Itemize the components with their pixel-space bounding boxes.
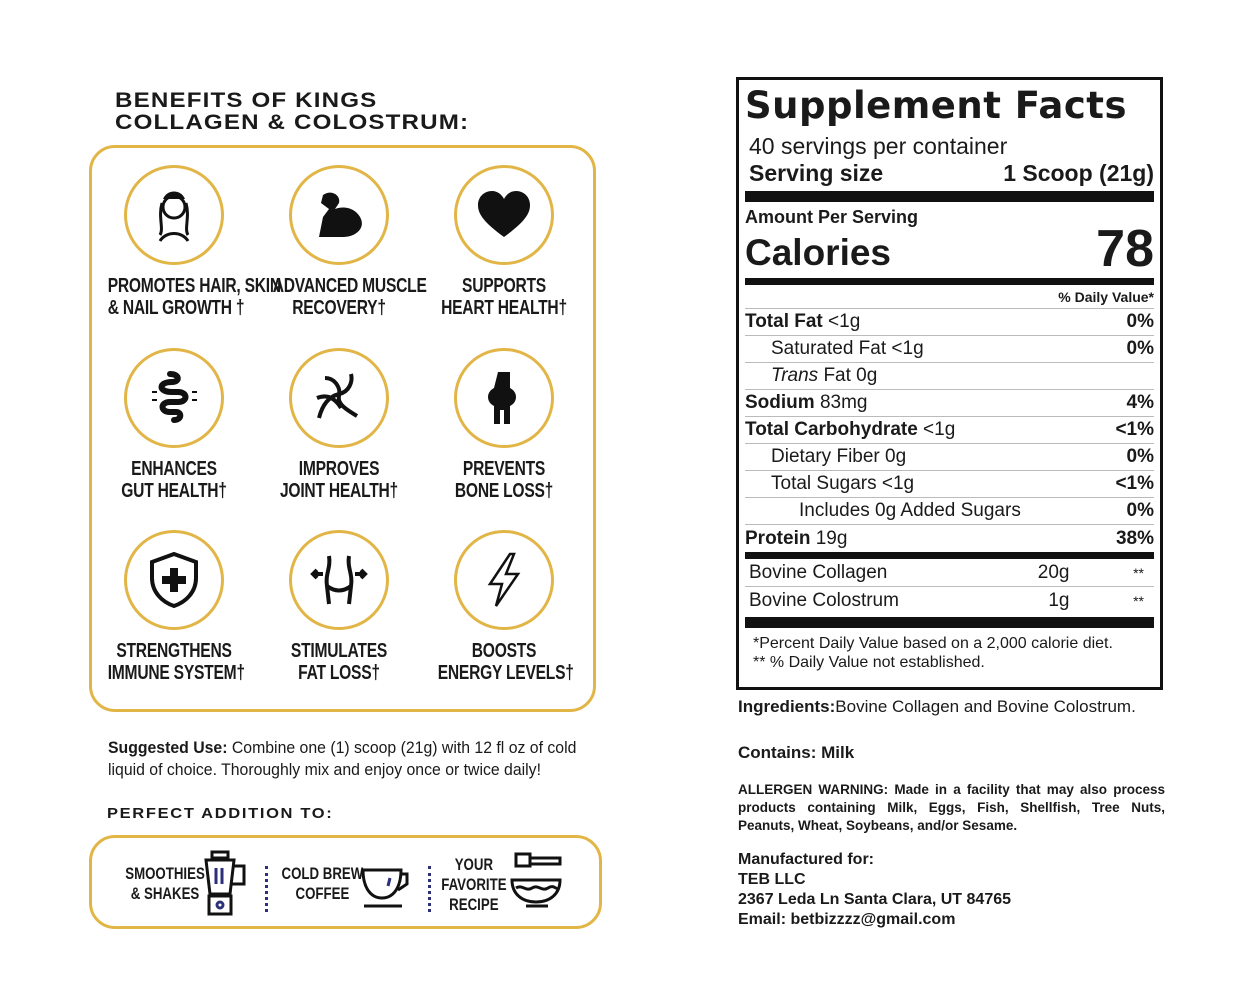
benefit-item: IMPROVES JOINT HEALTH†: [254, 348, 424, 502]
nutrient-row: Total Carbohydrate <1g <1%: [745, 417, 1154, 444]
allergen-warning: ALLERGEN WARNING: Made in a facility tha…: [738, 782, 1165, 833]
benefit-label: PREVENTS BONE LOSS†: [454, 458, 554, 502]
benefit-label: ENHANCES GUT HEALTH†: [121, 458, 227, 502]
supplement-facts-panel: Supplement Facts 40 servings per contain…: [736, 77, 1163, 690]
benefit-item: ADVANCED MUSCLE RECOVERY†: [254, 165, 427, 319]
nutrient-row: Sodium 83mg 4%: [745, 390, 1154, 417]
footnotes: *Percent Daily Value based on a 2,000 ca…: [753, 635, 1113, 671]
coffee-cup-icon: [361, 868, 409, 908]
recipe-label: YOUR FAVORITE RECIPE: [441, 855, 507, 914]
mixing-bowl-icon: [510, 852, 562, 908]
lightning-icon: [454, 530, 554, 630]
perfect-addition-panel: SMOOTHIES & SHAKES COLD BREW COFFEE YOUR FA…: [89, 835, 602, 929]
ingredient-row: Bovine Colostrum 1g **: [749, 590, 1144, 611]
nutrient-row: Trans Fat 0g: [745, 363, 1154, 390]
nutrient-row: Protein 19g 38%: [745, 527, 1154, 549]
suggested-use: Suggested Use: Combine one (1) scoop (21…: [108, 738, 577, 779]
benefit-item: STRENGTHENS IMMUNE SYSTEM†: [89, 530, 259, 684]
benefit-label: STRENGTHENS IMMUNE SYSTEM†: [107, 640, 245, 684]
nutrient-row: Includes 0g Added Sugars 0%: [745, 498, 1154, 525]
smoothies-label: SMOOTHIES & SHAKES: [125, 864, 205, 903]
benefit-item: PROMOTES HAIR, SKIN & NAIL GROWTH †: [89, 165, 281, 319]
woman-portrait-icon: [124, 165, 224, 265]
flexed-arm-icon: [289, 165, 389, 265]
calories-row: Calories 78: [745, 220, 1154, 278]
benefit-label: IMPROVES JOINT HEALTH†: [279, 458, 398, 502]
benefit-label: SUPPORTS HEART HEALTH†: [441, 275, 567, 319]
benefit-item: STIMULATES FAT LOSS†: [254, 530, 424, 684]
servings: 40 servings per container: [749, 133, 1008, 159]
shield-cross-icon: [124, 530, 224, 630]
intestine-icon: [124, 348, 224, 448]
benefit-label: BOOSTS ENERGY LEVELS†: [437, 640, 574, 684]
nutrient-row: Total Sugars <1g <1%: [745, 471, 1154, 498]
divider: [265, 866, 268, 912]
benefits-panel: PROMOTES HAIR, SKIN & NAIL GROWTH † ADVANC…: [89, 145, 596, 712]
benefits-title: BENEFITS OF KINGS COLLAGEN & COLOSTRUM:: [115, 89, 470, 134]
nutrient-row: Saturated Fat <1g 0%: [745, 336, 1154, 363]
nutrient-row: Dietary Fiber 0g 0%: [745, 444, 1154, 471]
serving-size: Serving size 1 Scoop (21g): [749, 160, 1154, 186]
benefit-item: BOOSTS ENERGY LEVELS†: [419, 530, 589, 684]
benefit-item: PREVENTS BONE LOSS†: [419, 348, 589, 502]
amount-label: Amount Per Serving: [745, 207, 919, 227]
benefit-label: STIMULATES FAT LOSS†: [290, 640, 388, 684]
joint-icon: [289, 348, 389, 448]
ingredient-row: Bovine Collagen 20g **: [745, 559, 1154, 587]
dv-header: % Daily Value*: [745, 285, 1154, 309]
manufacturer: Manufactured for: TEB LLC 2367 Leda Ln San…: [738, 851, 1012, 928]
benefit-label: ADVANCED MUSCLE RECOVERY†: [272, 275, 427, 319]
ingredients: Ingredients:Bovine Collagen and Bovine C…: [738, 697, 1136, 716]
blender-icon: [204, 850, 246, 916]
waist-icon: [289, 530, 389, 630]
knee-bone-icon: [454, 348, 554, 448]
nutrient-row: Total Fat <1g 0%: [745, 309, 1154, 336]
perfect-addition-title: PERFECT ADDITION TO:: [107, 805, 334, 822]
contains: Contains: Milk: [738, 743, 855, 762]
benefit-item: SUPPORTS HEART HEALTH†: [419, 165, 589, 319]
coffee-label: COLD BREW COFFEE: [281, 864, 364, 903]
benefit-item: ENHANCES GUT HEALTH†: [89, 348, 259, 502]
heart-icon: [454, 165, 554, 265]
divider: [428, 866, 431, 912]
benefit-label: PROMOTES HAIR, SKIN & NAIL GROWTH †: [107, 275, 281, 319]
facts-title: Supplement Facts: [745, 84, 1128, 127]
